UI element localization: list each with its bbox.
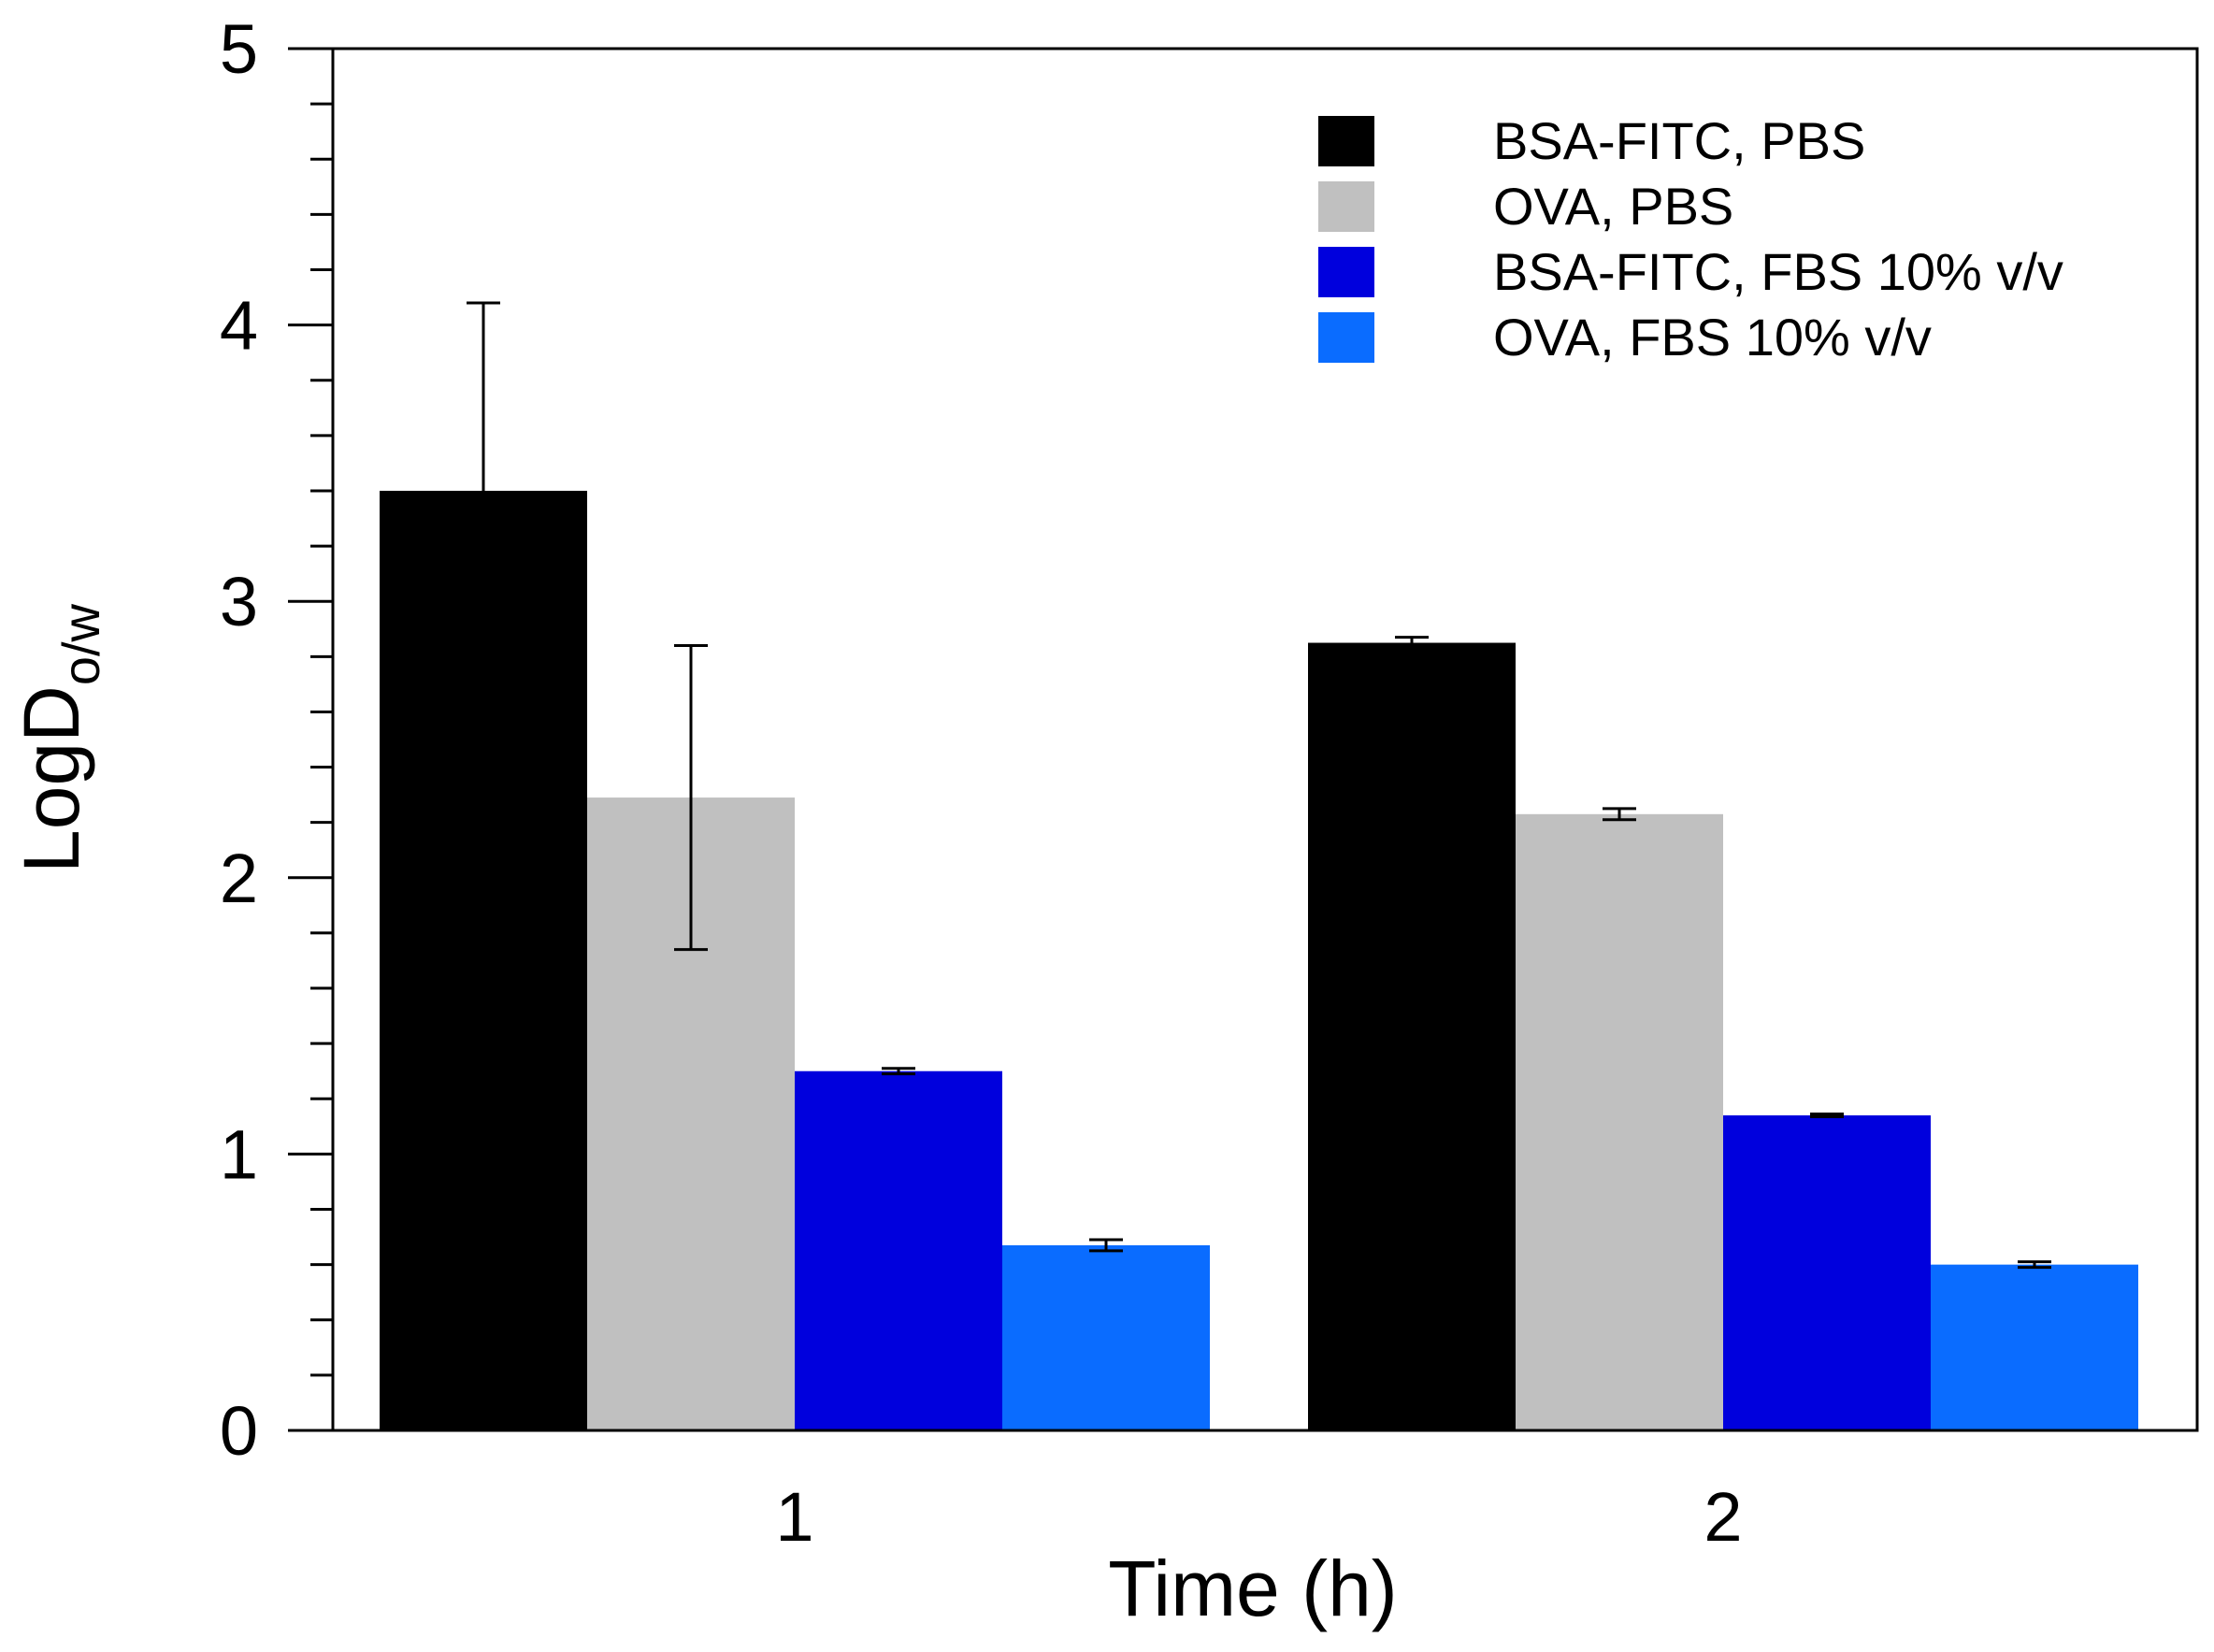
legend-swatch — [1318, 312, 1374, 363]
y-tick-label: 0 — [220, 1392, 258, 1470]
legend-label: OVA, PBS — [1493, 177, 1733, 236]
y-tick-label: 4 — [220, 287, 258, 365]
bar — [1308, 642, 1516, 1430]
y-tick-label: 2 — [220, 840, 258, 917]
y-tick-label: 1 — [220, 1115, 258, 1193]
legend-swatch — [1318, 116, 1374, 166]
bar — [1516, 813, 1723, 1430]
error-bars-layer — [467, 301, 2051, 1270]
x-axis-title: Time (h) — [1108, 1544, 1398, 1632]
plot-frame — [331, 47, 2199, 1432]
y-axis-title: LogDo/w — [7, 603, 110, 873]
legend-label: BSA-FITC, FBS 10% v/v — [1493, 242, 2063, 301]
y-tick-label: 3 — [220, 563, 258, 640]
bars-layer — [380, 490, 2138, 1430]
bar — [795, 1070, 1002, 1430]
legend-swatch — [1318, 247, 1374, 297]
bar — [1931, 1264, 2138, 1430]
x-tick-label: 1 — [775, 1478, 813, 1556]
bar — [1002, 1244, 1210, 1430]
y-tick-label: 5 — [220, 10, 258, 88]
x-tick-label: 2 — [1704, 1478, 1742, 1556]
legend-label: BSA-FITC, PBS — [1493, 111, 1865, 170]
bar — [1723, 1115, 1931, 1430]
y-axis: 0 1 2 3 4 5 — [220, 10, 333, 1470]
y-axis-title-subscript: o/w — [51, 603, 110, 685]
legend: BSA-FITC, PBS OVA, PBS BSA-FITC, FBS 10% v… — [1318, 111, 2063, 366]
legend-label: OVA, FBS 10% v/v — [1493, 308, 1932, 366]
y-axis-title-main: LogD — [7, 685, 95, 873]
legend-swatch — [1318, 181, 1374, 232]
